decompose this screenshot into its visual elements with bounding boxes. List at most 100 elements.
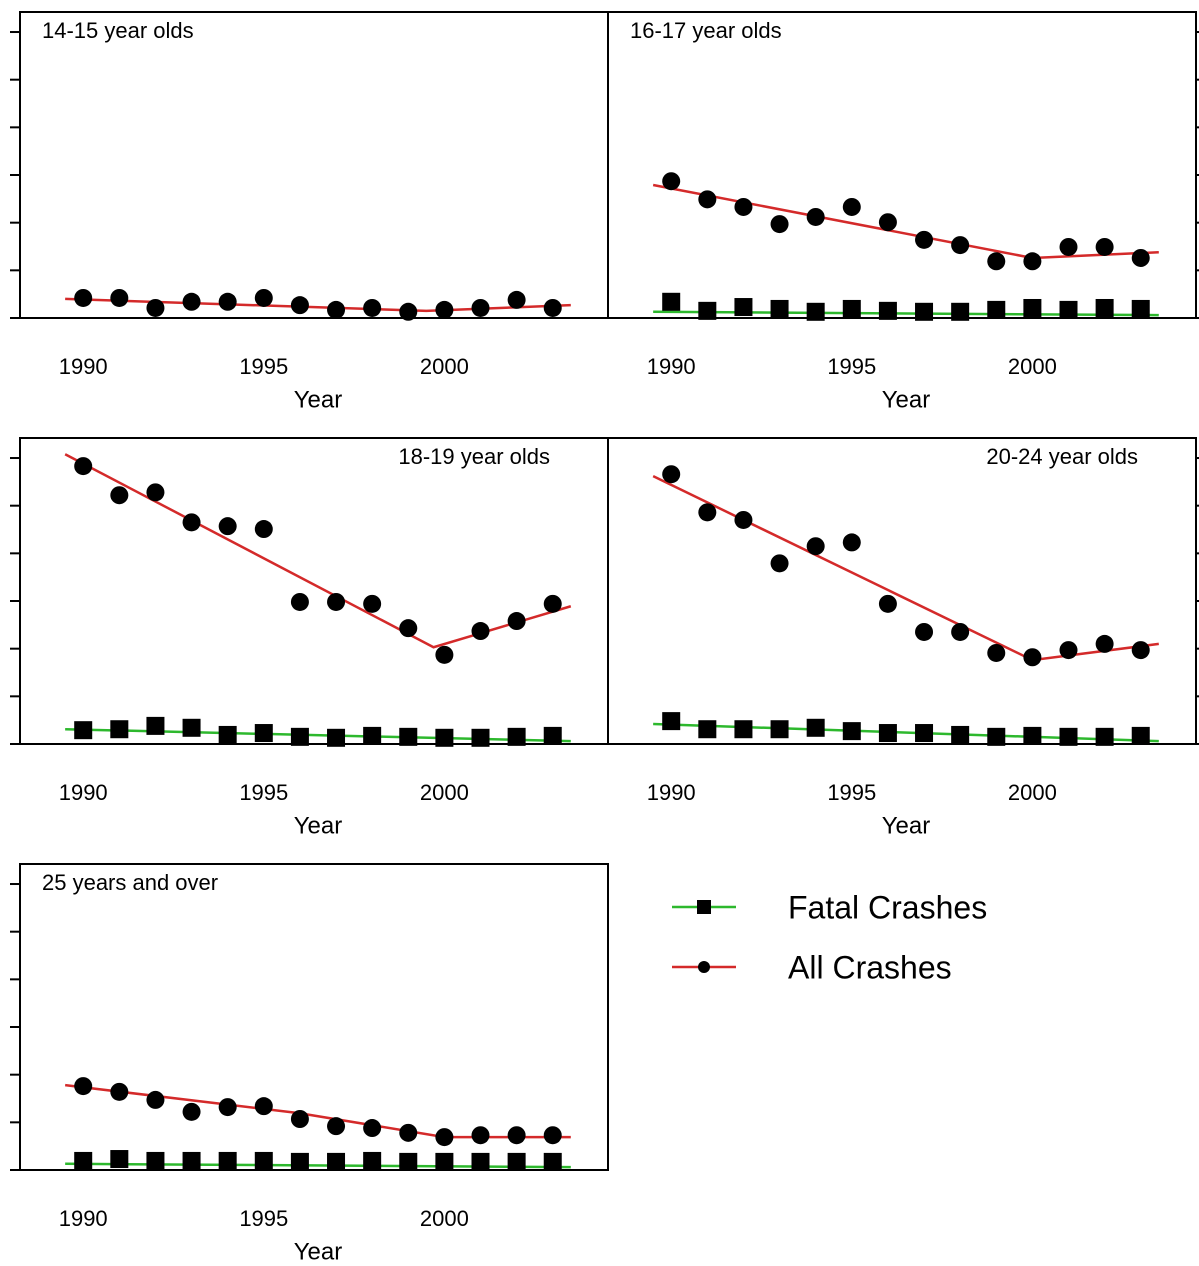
all-marker bbox=[399, 302, 418, 321]
x-axis-label: Year bbox=[294, 812, 343, 839]
fatal-marker bbox=[806, 302, 825, 321]
fatal-marker bbox=[471, 728, 490, 747]
panel-frame bbox=[607, 11, 1197, 319]
fatal-marker bbox=[951, 302, 970, 321]
panel-title: 16-17 year olds bbox=[630, 18, 782, 43]
fatal-marker bbox=[698, 720, 717, 739]
all-marker bbox=[327, 592, 346, 611]
fatal-marker bbox=[1095, 298, 1114, 317]
fatal-marker bbox=[435, 1152, 454, 1171]
all-marker bbox=[363, 1119, 382, 1138]
fatal-marker bbox=[1131, 299, 1150, 318]
fit-line bbox=[65, 1162, 571, 1169]
all-marker bbox=[987, 643, 1006, 662]
fatal-marker bbox=[182, 718, 201, 737]
all-marker bbox=[1059, 237, 1078, 256]
fatal-marker bbox=[74, 1151, 93, 1170]
all-marker bbox=[1059, 641, 1078, 660]
fatal-marker bbox=[842, 722, 861, 741]
fatal-marker bbox=[770, 299, 789, 318]
all-marker bbox=[878, 213, 897, 232]
all-marker bbox=[770, 554, 789, 573]
all-marker bbox=[543, 1126, 562, 1145]
fatal-marker bbox=[543, 726, 562, 745]
all-marker bbox=[110, 486, 129, 505]
all-marker bbox=[146, 1090, 165, 1109]
all-marker bbox=[254, 288, 273, 307]
all-marker bbox=[110, 1082, 129, 1101]
all-marker bbox=[182, 1102, 201, 1121]
x-tick-label: 1995 bbox=[827, 780, 876, 805]
all-marker bbox=[507, 612, 526, 631]
all-marker bbox=[399, 619, 418, 638]
all-marker bbox=[471, 298, 490, 317]
all-marker bbox=[842, 533, 861, 552]
fatal-marker bbox=[363, 726, 382, 745]
all-marker bbox=[951, 236, 970, 255]
x-tick-label: 1995 bbox=[239, 780, 288, 805]
x-tick-label: 2000 bbox=[420, 780, 469, 805]
all-marker bbox=[182, 292, 201, 311]
fatal-marker bbox=[290, 727, 309, 746]
fatal-marker bbox=[987, 300, 1006, 319]
fatal-marker bbox=[254, 724, 273, 743]
fatal-marker bbox=[842, 299, 861, 318]
x-axis-label: Year bbox=[882, 812, 931, 839]
fatal-marker bbox=[218, 1151, 237, 1170]
all-marker bbox=[951, 622, 970, 641]
all-marker bbox=[218, 1098, 237, 1117]
all-marker bbox=[915, 622, 934, 641]
all-marker bbox=[74, 288, 93, 307]
fatal-marker bbox=[734, 298, 753, 317]
fatal-marker bbox=[471, 1152, 490, 1171]
all-marker bbox=[146, 483, 165, 502]
all-marker bbox=[74, 1077, 93, 1096]
all-marker bbox=[1095, 237, 1114, 256]
all-marker bbox=[290, 296, 309, 315]
all-marker bbox=[1023, 648, 1042, 667]
fit-line bbox=[65, 727, 571, 743]
fit-line bbox=[653, 722, 1159, 743]
all-marker bbox=[1023, 252, 1042, 271]
all-marker bbox=[146, 298, 165, 317]
fatal-marker bbox=[1023, 298, 1042, 317]
all-marker bbox=[734, 197, 753, 216]
x-tick-label: 1990 bbox=[647, 780, 696, 805]
all-marker bbox=[110, 288, 129, 307]
fatal-marker bbox=[74, 721, 93, 740]
panel-title: 25 years and over bbox=[42, 870, 218, 895]
fatal-marker bbox=[1095, 727, 1114, 746]
fatal-marker bbox=[146, 1151, 165, 1170]
fatal-marker bbox=[435, 728, 454, 747]
fatal-marker bbox=[146, 716, 165, 735]
x-tick-label: 1990 bbox=[59, 1206, 108, 1231]
panel-frame bbox=[19, 11, 609, 319]
x-tick-label: 1990 bbox=[59, 354, 108, 379]
legend-label: All Crashes bbox=[788, 949, 952, 985]
all-marker bbox=[182, 513, 201, 532]
x-tick-label: 2000 bbox=[420, 354, 469, 379]
fit-line bbox=[653, 310, 1159, 317]
x-tick-label: 1995 bbox=[827, 354, 876, 379]
all-marker bbox=[327, 1117, 346, 1136]
all-marker bbox=[290, 592, 309, 611]
all-marker bbox=[806, 207, 825, 226]
all-marker bbox=[915, 230, 934, 249]
all-marker bbox=[435, 1128, 454, 1147]
panel-frame bbox=[19, 437, 609, 745]
all-marker bbox=[734, 510, 753, 529]
x-tick-label: 2000 bbox=[420, 1206, 469, 1231]
all-marker bbox=[662, 172, 681, 191]
fatal-marker bbox=[915, 724, 934, 743]
fatal-marker bbox=[399, 727, 418, 746]
fatal-marker bbox=[399, 1152, 418, 1171]
fit-line bbox=[64, 1083, 571, 1139]
panel-title: 18-19 year olds bbox=[398, 444, 550, 469]
all-marker bbox=[74, 457, 93, 476]
all-marker bbox=[435, 645, 454, 664]
all-marker bbox=[507, 1126, 526, 1145]
fatal-marker bbox=[110, 720, 129, 739]
fatal-marker bbox=[662, 292, 681, 311]
x-tick-label: 2000 bbox=[1008, 354, 1057, 379]
all-marker bbox=[254, 1097, 273, 1116]
